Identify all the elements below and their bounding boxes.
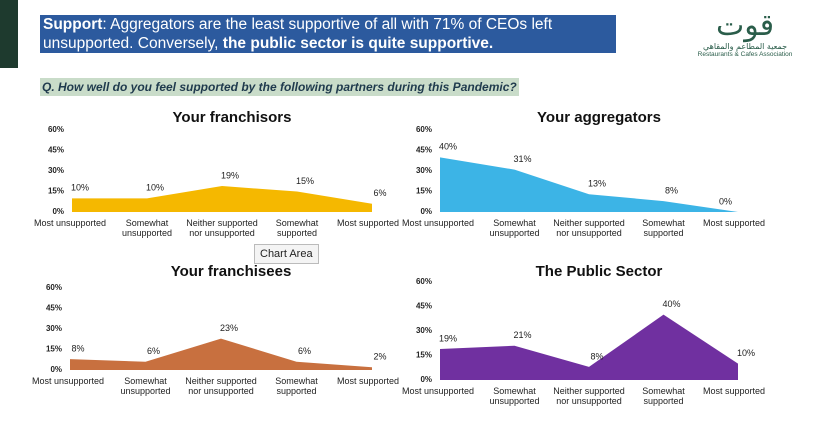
x-tick-label: Most unsupported xyxy=(401,386,475,396)
y-tick-label: 60% xyxy=(416,277,432,286)
x-tick-label: Most supported xyxy=(336,218,400,228)
x-tick-label: Most supported xyxy=(336,376,400,386)
y-tick-label: 0% xyxy=(420,207,432,216)
y-tick-label: 15% xyxy=(416,187,432,196)
area xyxy=(440,157,738,212)
y-tick-label: 0% xyxy=(50,365,62,374)
y-tick-label: 30% xyxy=(416,166,432,175)
y-tick-label: 0% xyxy=(52,207,64,216)
data-label: 8% xyxy=(665,185,678,195)
x-tick-label: Somewhat unsupported xyxy=(489,218,540,238)
data-label: 2% xyxy=(373,352,386,362)
data-label: 6% xyxy=(298,346,311,356)
x-tick-label: Somewhat unsupported xyxy=(120,376,171,396)
data-label: 21% xyxy=(513,330,531,340)
y-tick-label: 60% xyxy=(46,283,62,292)
x-tick-label: Most supported xyxy=(702,218,766,228)
chart-title: Your franchisees xyxy=(171,263,292,280)
y-tick-label: 30% xyxy=(46,324,62,333)
x-tick-label: Somewhat supported xyxy=(275,218,319,238)
question: Q. How well do you feel supported by the… xyxy=(40,78,519,96)
x-tick-label: Most unsupported xyxy=(401,218,475,228)
x-tick-label: Most unsupported xyxy=(31,376,105,386)
x-tick-label: Somewhat supported xyxy=(275,376,318,396)
x-tick-label: Neither supported nor unsupported xyxy=(553,386,625,406)
y-tick-label: 45% xyxy=(48,146,64,155)
y-tick-label: 45% xyxy=(46,304,62,313)
chart-title: Your aggregators xyxy=(537,109,661,126)
x-tick-label: Somewhat unsupported xyxy=(489,386,540,406)
data-label: 8% xyxy=(590,351,603,361)
logo-mark: قوت xyxy=(715,8,775,43)
logo: قوت جمعية المطاعم والمقاهي Restaurants &… xyxy=(690,8,800,59)
headline-bold: the public sector is quite supportive. xyxy=(222,35,494,52)
data-label: 0% xyxy=(719,196,732,206)
headline: Support: Aggregators are the least suppo… xyxy=(40,15,616,53)
y-tick-label: 0% xyxy=(420,375,432,384)
headline-bold: Support xyxy=(43,16,103,33)
data-label: 8% xyxy=(71,343,84,353)
data-label: 10% xyxy=(71,183,89,193)
x-tick-label: Neither supported nor unsupported xyxy=(553,218,625,238)
tooltip: Chart Area xyxy=(254,244,319,264)
data-label: 6% xyxy=(373,188,386,198)
data-label: 40% xyxy=(662,299,680,309)
data-label: 13% xyxy=(588,179,606,189)
y-tick-label: 15% xyxy=(416,351,432,360)
headline-text: : Aggregators are the least supportive o… xyxy=(43,16,553,52)
chart-title: The Public Sector xyxy=(536,263,663,280)
y-tick-label: 30% xyxy=(416,326,432,335)
data-label: 19% xyxy=(439,333,457,343)
area xyxy=(440,314,738,380)
y-tick-label: 60% xyxy=(48,125,64,134)
x-tick-label: Neither supported nor unsupported xyxy=(186,218,258,238)
data-label: 6% xyxy=(147,346,160,356)
area xyxy=(70,338,372,370)
y-tick-label: 15% xyxy=(46,345,62,354)
data-label: 10% xyxy=(146,183,164,193)
x-tick-label: Neither supported nor unsupported xyxy=(185,376,257,396)
logo-arabic: جمعية المطاعم والمقاهي xyxy=(702,42,788,51)
x-tick-label: Somewhat unsupported xyxy=(121,218,173,238)
data-label: 31% xyxy=(513,154,531,164)
y-tick-label: 30% xyxy=(48,166,64,175)
data-label: 15% xyxy=(296,176,314,186)
data-label: 23% xyxy=(220,323,238,333)
side-bar xyxy=(0,0,18,68)
x-tick-label: Somewhat supported xyxy=(642,218,685,238)
chart-title: Your franchisors xyxy=(173,109,292,126)
logo-english: Restaurants & Cafes Association xyxy=(697,51,793,58)
data-label: 10% xyxy=(737,348,755,358)
y-tick-label: 60% xyxy=(416,125,432,134)
x-tick-label: Most supported xyxy=(702,386,766,396)
area xyxy=(72,186,372,212)
x-tick-label: Somewhat supported xyxy=(642,386,685,406)
data-label: 19% xyxy=(221,170,239,180)
x-tick-label: Most unsupported xyxy=(33,218,107,228)
y-tick-label: 15% xyxy=(48,187,64,196)
data-label: 40% xyxy=(439,142,457,152)
y-tick-label: 45% xyxy=(416,302,432,311)
y-tick-label: 45% xyxy=(416,146,432,155)
